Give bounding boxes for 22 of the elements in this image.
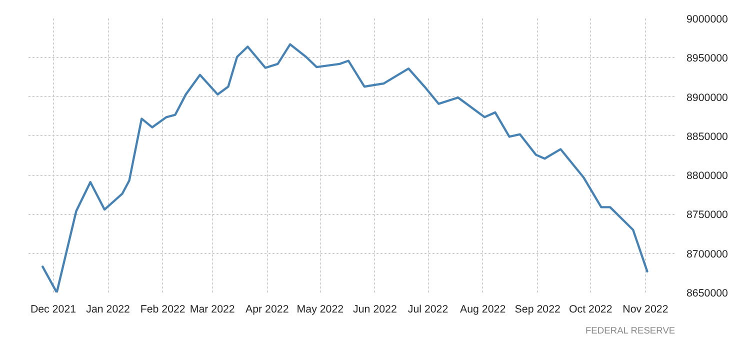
x-tick-label: Jun 2022 <box>353 304 397 316</box>
y-tick-label: 8650000 <box>686 288 728 300</box>
y-tick-label: 8750000 <box>686 209 728 222</box>
line-series <box>42 43 648 292</box>
x-tick-label: Feb 2022 <box>140 304 186 316</box>
y-tick-label: 8700000 <box>686 248 728 260</box>
text: FEDERAL RESERVE <box>585 326 676 336</box>
x-tick-label: Jan 2022 <box>86 304 130 316</box>
x-tick-label: Sep 2022 <box>514 304 560 316</box>
y-tick-label: 8800000 <box>686 170 728 182</box>
y-tick-label: 8950000 <box>686 52 728 65</box>
y-tick-label: 8850000 <box>686 130 728 143</box>
x-tick-label: Dec 2021 <box>30 304 76 316</box>
x-tick-label: May 2022 <box>296 304 344 316</box>
y-tick-label: 9000000 <box>686 14 728 26</box>
x-tick-label: Oct 2022 <box>569 304 612 316</box>
x-tick-label: Nov 2022 <box>622 304 668 316</box>
x-tick-label: Mar 2022 <box>190 304 235 316</box>
x-tick-label: Aug 2022 <box>460 304 506 316</box>
x-tick-label: Jul 2022 <box>408 304 448 316</box>
x-tick-label: Apr 2022 <box>246 304 289 316</box>
y-tick-label: 8900000 <box>686 92 728 104</box>
